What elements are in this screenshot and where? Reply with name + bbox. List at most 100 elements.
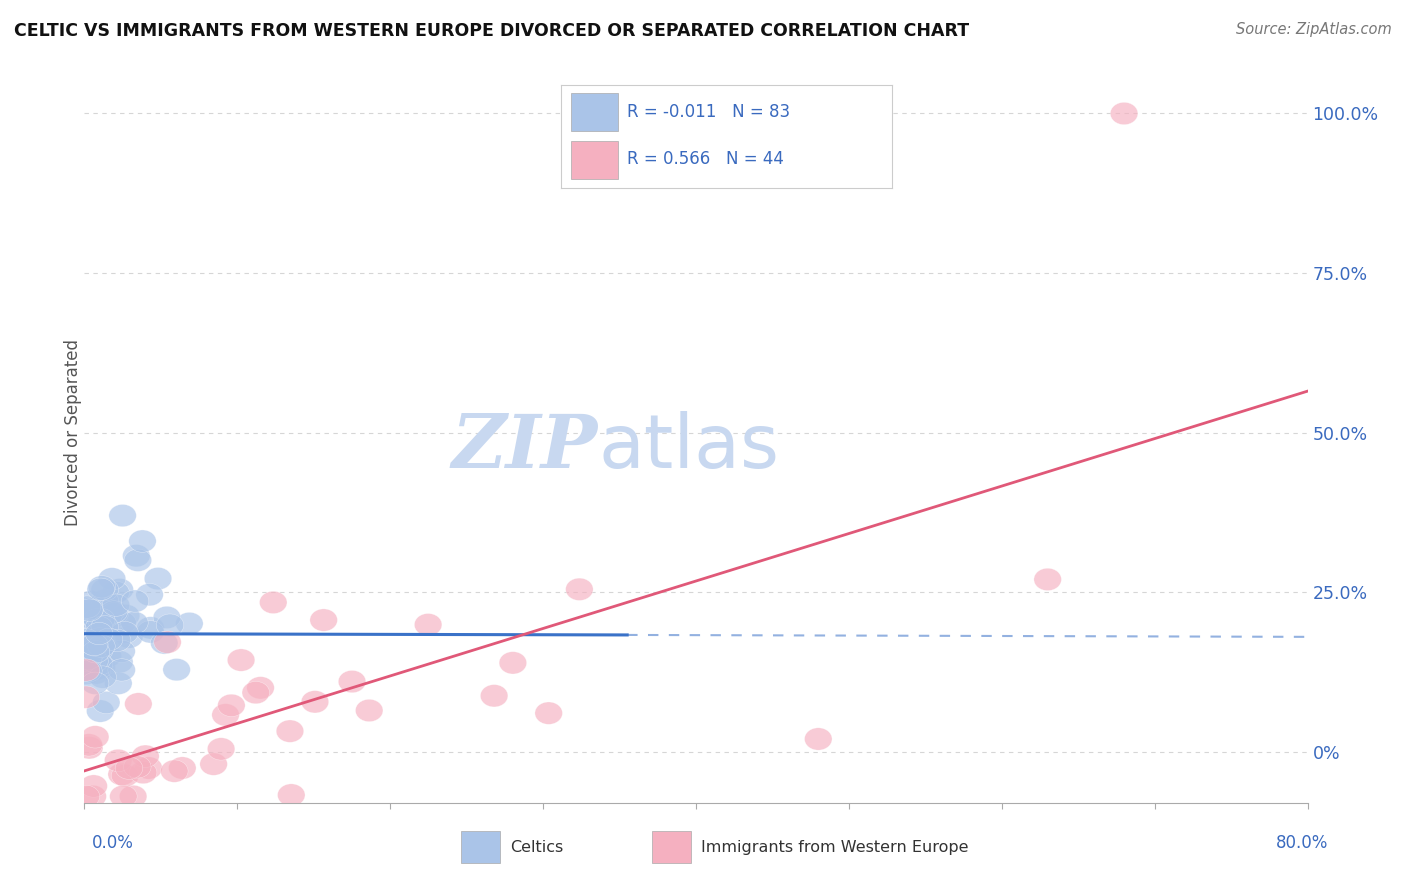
Ellipse shape (153, 607, 180, 629)
Ellipse shape (415, 614, 441, 636)
Ellipse shape (90, 592, 117, 615)
Ellipse shape (136, 616, 165, 639)
Ellipse shape (108, 659, 135, 681)
Ellipse shape (76, 598, 104, 620)
Ellipse shape (129, 530, 156, 552)
Ellipse shape (75, 648, 103, 670)
Ellipse shape (277, 784, 305, 806)
Ellipse shape (105, 650, 134, 673)
Ellipse shape (91, 615, 120, 638)
Ellipse shape (124, 756, 150, 778)
Ellipse shape (77, 632, 104, 655)
Ellipse shape (212, 704, 239, 726)
Ellipse shape (105, 579, 134, 601)
Ellipse shape (98, 567, 125, 590)
Ellipse shape (160, 760, 188, 782)
Text: 0.0%: 0.0% (91, 834, 134, 852)
Text: ZIP: ZIP (451, 411, 598, 483)
Ellipse shape (86, 653, 112, 675)
Ellipse shape (83, 608, 111, 631)
Ellipse shape (72, 629, 100, 651)
Ellipse shape (94, 645, 121, 667)
Text: Source: ZipAtlas.com: Source: ZipAtlas.com (1236, 22, 1392, 37)
Ellipse shape (87, 700, 114, 723)
Ellipse shape (228, 648, 254, 672)
Ellipse shape (77, 591, 104, 613)
Ellipse shape (79, 785, 107, 807)
Ellipse shape (499, 652, 527, 674)
Ellipse shape (87, 608, 115, 631)
Ellipse shape (108, 504, 136, 527)
Text: CELTIC VS IMMIGRANTS FROM WESTERN EUROPE DIVORCED OR SEPARATED CORRELATION CHART: CELTIC VS IMMIGRANTS FROM WESTERN EUROPE… (14, 22, 969, 40)
Ellipse shape (129, 762, 157, 784)
Ellipse shape (534, 702, 562, 724)
Ellipse shape (72, 663, 100, 685)
Ellipse shape (145, 567, 172, 590)
Ellipse shape (104, 673, 132, 695)
Ellipse shape (82, 640, 110, 663)
Ellipse shape (80, 633, 108, 656)
Ellipse shape (301, 690, 329, 713)
Ellipse shape (121, 590, 149, 612)
Ellipse shape (72, 649, 100, 672)
Ellipse shape (1111, 103, 1137, 125)
Ellipse shape (122, 544, 150, 567)
Ellipse shape (103, 594, 129, 616)
Ellipse shape (91, 615, 118, 638)
Ellipse shape (76, 737, 103, 759)
Ellipse shape (108, 764, 135, 786)
Ellipse shape (83, 662, 110, 684)
Ellipse shape (804, 728, 832, 750)
Ellipse shape (111, 622, 138, 644)
Ellipse shape (87, 630, 115, 652)
Ellipse shape (89, 657, 115, 679)
Ellipse shape (86, 639, 114, 661)
Ellipse shape (87, 637, 115, 659)
Ellipse shape (89, 615, 115, 637)
Ellipse shape (135, 756, 162, 780)
Ellipse shape (91, 590, 118, 612)
Ellipse shape (93, 691, 120, 714)
Ellipse shape (86, 616, 112, 639)
Ellipse shape (356, 699, 382, 722)
Ellipse shape (73, 609, 100, 632)
Ellipse shape (104, 749, 132, 772)
Ellipse shape (136, 583, 163, 606)
Ellipse shape (77, 654, 105, 677)
Ellipse shape (89, 666, 117, 689)
Ellipse shape (75, 660, 103, 682)
Ellipse shape (83, 608, 111, 631)
Ellipse shape (89, 575, 115, 598)
Ellipse shape (75, 641, 103, 664)
Ellipse shape (84, 644, 111, 666)
Ellipse shape (73, 603, 100, 625)
Ellipse shape (163, 658, 190, 681)
Ellipse shape (200, 753, 228, 775)
Ellipse shape (120, 785, 146, 807)
Ellipse shape (79, 633, 107, 656)
Ellipse shape (309, 609, 337, 632)
Ellipse shape (80, 650, 108, 673)
Ellipse shape (108, 612, 136, 634)
Ellipse shape (73, 605, 100, 627)
Ellipse shape (82, 726, 108, 748)
Ellipse shape (72, 659, 100, 681)
Ellipse shape (87, 578, 114, 600)
Ellipse shape (150, 632, 179, 654)
Ellipse shape (176, 612, 202, 635)
Text: atlas: atlas (598, 411, 779, 484)
Ellipse shape (111, 764, 139, 787)
Ellipse shape (260, 591, 287, 614)
Ellipse shape (218, 694, 245, 716)
Ellipse shape (101, 582, 129, 604)
Ellipse shape (89, 636, 117, 658)
Y-axis label: Divorced or Separated: Divorced or Separated (65, 339, 82, 526)
Ellipse shape (136, 621, 165, 643)
Ellipse shape (124, 549, 152, 572)
Ellipse shape (115, 757, 143, 780)
Ellipse shape (108, 640, 135, 663)
Ellipse shape (83, 657, 111, 680)
Ellipse shape (82, 638, 108, 660)
Ellipse shape (169, 756, 195, 780)
Ellipse shape (121, 612, 148, 634)
